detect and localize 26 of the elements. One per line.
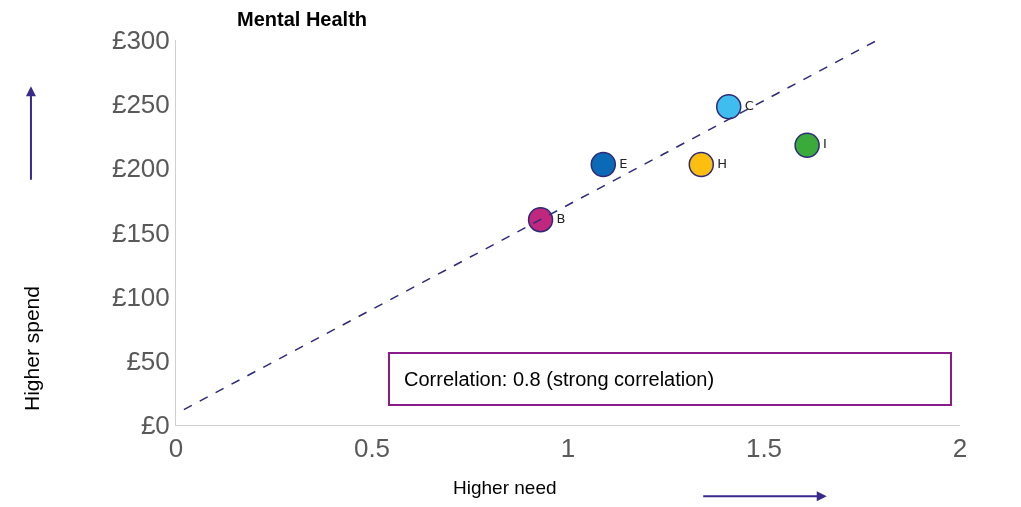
point [527,206,554,233]
x-axis-title: Higher need [453,477,557,498]
annotation: Correlation: 0.8 (strong correlation) [404,368,937,390]
series-label: B [556,210,566,226]
y-tick-label: £150 [111,217,170,248]
series-label: E [619,155,628,171]
x-tick-label: 1 [560,433,576,464]
y-tick-label: £50 [126,345,170,376]
series-label: C [744,97,754,113]
chart-title: Mental Health [237,8,368,30]
point [794,132,820,158]
y-tick-label: £250 [111,89,170,120]
y-tick-label: £300 [111,25,170,56]
y-tick-label: £100 [111,281,170,312]
x-tick-label: 1.5 [745,433,783,464]
point [590,151,617,178]
x-tick-label: 2 [952,433,968,464]
point [688,151,715,178]
y-axis-title: Higher spend [19,286,43,411]
x-tick-label: 0.5 [353,433,391,464]
x-tick-label: 0 [168,433,184,464]
y-tick-label: £0 [140,410,170,441]
series-label: H [717,155,728,171]
point [715,93,742,120]
y-tick-label: £200 [111,153,170,184]
series-label: I [823,136,827,152]
